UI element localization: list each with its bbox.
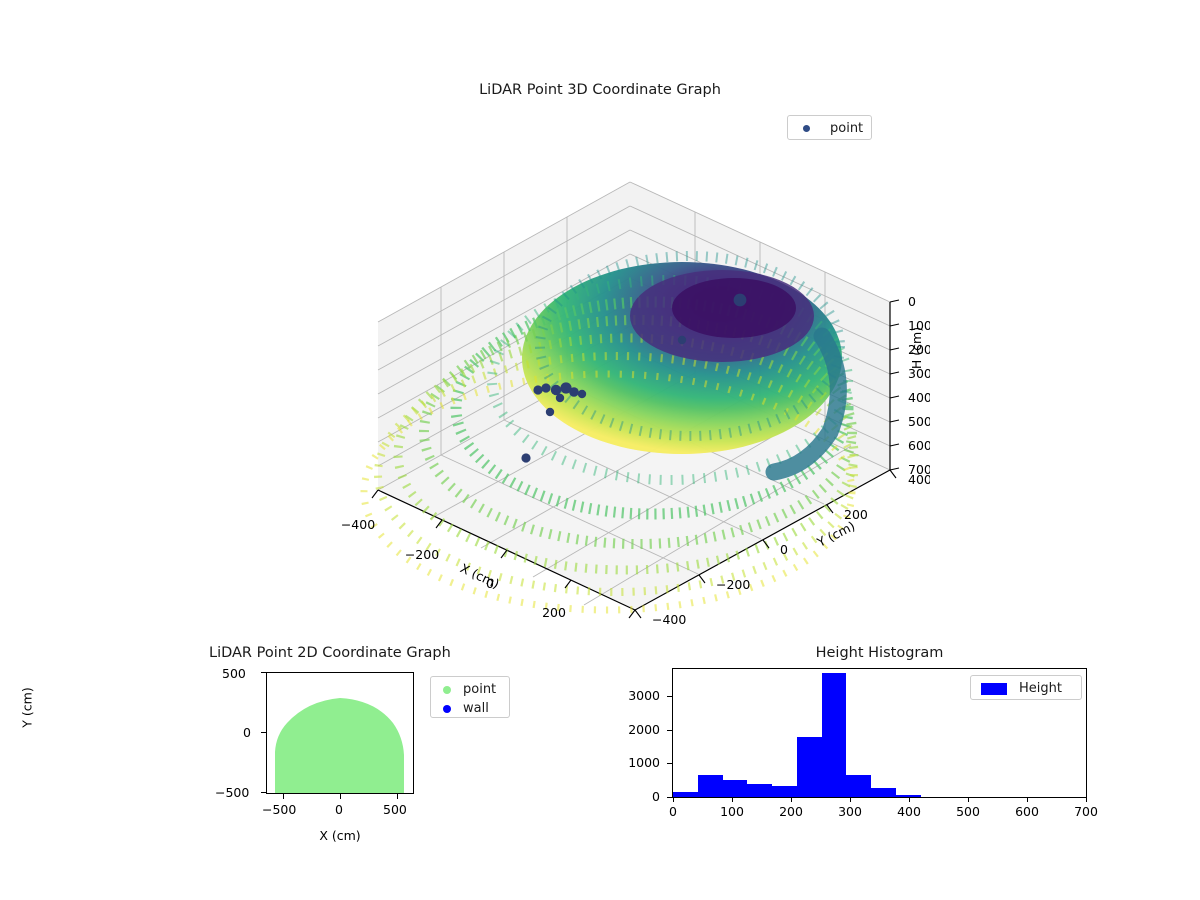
histogram-xtick-mark xyxy=(909,797,910,802)
histogram-xtick-label: 500 xyxy=(956,804,980,819)
xaxis-label-2d: X (cm) xyxy=(319,828,361,843)
ztick-300: 300 xyxy=(908,366,930,381)
wall-outlier-points xyxy=(521,293,747,463)
ytick2d-500: 500 xyxy=(222,666,246,681)
point-marker-icon xyxy=(803,125,810,132)
histogram-bars xyxy=(673,669,1086,797)
xtick-mark xyxy=(397,794,398,799)
plot-2d-canvas xyxy=(275,698,404,793)
histogram-bar xyxy=(722,780,748,797)
histogram-ytick-mark xyxy=(667,797,672,798)
ytick2d--500: −500 xyxy=(215,785,250,800)
ytick-200: 200 xyxy=(844,507,868,522)
ztick-500: 500 xyxy=(908,414,930,429)
xtick-mark xyxy=(283,794,284,799)
histogram-xtick-mark xyxy=(850,797,851,802)
ytick-mark xyxy=(261,732,266,733)
ytick-mark xyxy=(261,672,266,673)
xtick--400: −400 xyxy=(341,517,375,532)
histogram-ytick-mark xyxy=(667,729,672,731)
xtick2d-0: 0 xyxy=(335,802,343,817)
height-bar-swatch-icon xyxy=(981,682,1007,695)
legend-2d[interactable]: point wall xyxy=(430,676,510,718)
histogram-ytick-label: 3000 xyxy=(628,687,660,703)
histogram-bar xyxy=(896,794,921,797)
ztick-0: 0 xyxy=(908,294,916,309)
ytick-400: 400 xyxy=(908,472,930,487)
ztick-200: 200 xyxy=(908,342,930,357)
ytick2d-0: 0 xyxy=(243,725,251,740)
xtick-200: 200 xyxy=(542,605,566,620)
histogram-xtick-mark xyxy=(791,797,792,802)
xtick2d-500: 500 xyxy=(383,802,407,817)
histogram-xtick-mark xyxy=(732,797,733,802)
yaxis-label-3d: Y (cm) xyxy=(814,518,858,550)
histogram-ytick-mark xyxy=(667,695,672,697)
zaxis-label-3d: H (cm) xyxy=(909,327,924,369)
histogram-bar xyxy=(871,787,896,797)
legend-item-point: point xyxy=(439,680,501,699)
xtick--200: −200 xyxy=(405,547,439,562)
histogram-xtick-label: 200 xyxy=(779,804,803,819)
legend-3d[interactable]: point xyxy=(787,115,872,140)
histogram-xtick-label: 0 xyxy=(669,804,677,819)
histogram-bar xyxy=(747,783,773,797)
ztick-600: 600 xyxy=(908,438,930,453)
histogram-xtick-label: 700 xyxy=(1074,804,1098,819)
histogram-xtick-label: 300 xyxy=(838,804,862,819)
ytick--200: −200 xyxy=(716,577,750,592)
histogram-bar xyxy=(821,672,847,797)
yaxis-label-2d: Y (cm) xyxy=(19,687,35,728)
histogram-xtick-label: 600 xyxy=(1015,804,1039,819)
histogram-bar xyxy=(846,775,872,797)
lidar-2d-plot[interactable] xyxy=(266,672,414,794)
ztick-100: 100 xyxy=(908,318,930,333)
histogram-xtick-mark xyxy=(1027,797,1028,802)
ytick-mark xyxy=(261,792,266,793)
histogram-xtick-mark xyxy=(968,797,969,802)
legend-item-height: Height xyxy=(979,679,1073,698)
histogram-bar xyxy=(796,736,822,797)
histogram-xtick-mark xyxy=(1086,797,1087,802)
legend-label-height: Height xyxy=(1019,681,1062,696)
xtick-0: 0 xyxy=(486,576,494,591)
point-marker-icon xyxy=(443,685,451,694)
histogram-xtick-label: 400 xyxy=(897,804,921,819)
xtick2d--500: −500 xyxy=(262,802,297,817)
ytick--400: −400 xyxy=(652,612,686,627)
legend-item-wall: wall xyxy=(439,699,501,718)
plot-3d-title: LiDAR Point 3D Coordinate Graph xyxy=(479,82,721,98)
legend-histogram[interactable]: Height xyxy=(970,675,1082,700)
ztick-400: 400 xyxy=(908,390,930,405)
lidar-3d-plot[interactable]: 0 100 200 300 400 500 600 700 −400 −200 xyxy=(330,140,930,630)
histogram-ytick-label: 1000 xyxy=(628,755,660,771)
xtick-mark xyxy=(340,794,341,799)
legend-label-point: point xyxy=(463,682,497,697)
legend-label-wall: wall xyxy=(463,701,489,716)
ytick-0: 0 xyxy=(780,542,788,557)
histogram-xtick-label: 100 xyxy=(720,804,744,819)
histogram-ytick-mark xyxy=(667,763,672,765)
plot-2d-title: LiDAR Point 2D Coordinate Graph xyxy=(209,645,451,661)
histogram-title: Height Histogram xyxy=(815,645,944,661)
histogram-bar xyxy=(673,791,698,797)
plot-3d-canvas: 0 100 200 300 400 500 600 700 −400 −200 xyxy=(341,181,930,627)
height-histogram-plot[interactable] xyxy=(672,668,1087,798)
wall-marker-icon xyxy=(443,704,451,713)
histogram-ytick-label: 0 xyxy=(652,789,660,804)
legend-label-point: point xyxy=(830,121,864,136)
legend-item-point: point xyxy=(796,119,863,138)
histogram-xtick-mark xyxy=(673,797,674,802)
histogram-bar xyxy=(697,775,723,797)
histogram-bar xyxy=(772,785,797,797)
histogram-ytick-label: 2000 xyxy=(628,721,660,737)
ztick-700: 700 xyxy=(908,462,930,477)
xaxis-label-3d: X (cm) xyxy=(458,560,502,591)
